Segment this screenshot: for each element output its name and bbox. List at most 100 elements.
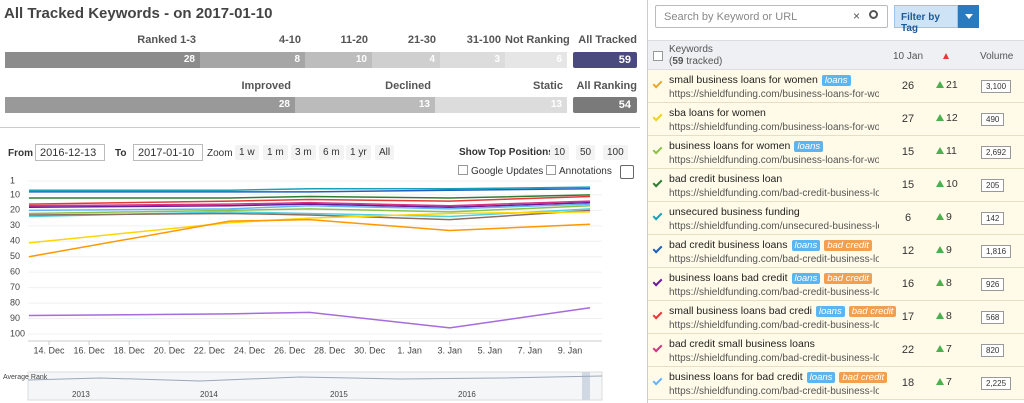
- check-icon[interactable]: [652, 309, 663, 320]
- tag[interactable]: loans: [791, 240, 821, 251]
- segment-label: 21-30: [407, 34, 436, 46]
- filter-dropdown[interactable]: [958, 5, 979, 28]
- series-line: [28, 306, 591, 329]
- top-button[interactable]: 100: [603, 145, 628, 160]
- segment-value: 13: [295, 97, 435, 113]
- keyword-cell: small business loans for women loans: [669, 74, 851, 86]
- zoom-button[interactable]: 1 yr: [346, 145, 371, 160]
- select-all[interactable]: [653, 51, 663, 61]
- table-row[interactable]: business loans bad credit loans bad credit…: [648, 268, 1024, 301]
- menu-icon[interactable]: [620, 165, 634, 179]
- table-row[interactable]: sba loans for women https://shieldfunding…: [648, 103, 1024, 136]
- segment-value: 28: [5, 52, 200, 68]
- tag[interactable]: loans: [806, 372, 836, 383]
- keywords-header[interactable]: Keywords: [669, 44, 713, 55]
- rank: 27: [901, 113, 915, 125]
- table-row[interactable]: bad credit business loans loans bad credit…: [648, 235, 1024, 268]
- navigator-year: 2013: [72, 390, 90, 399]
- change-cell: 21: [936, 79, 958, 91]
- tag[interactable]: bad credit: [839, 372, 888, 383]
- check-icon[interactable]: [652, 177, 663, 188]
- segment-label: 11-20: [340, 34, 368, 46]
- clear-icon[interactable]: ×: [853, 9, 861, 23]
- zoom-button[interactable]: 6 m: [319, 145, 344, 160]
- segment-label: 31-100: [466, 34, 501, 46]
- check-icon[interactable]: [652, 78, 663, 89]
- check-icon[interactable]: [652, 342, 663, 353]
- table-row[interactable]: bad credit business loan https://shieldfu…: [648, 169, 1024, 202]
- box[interactable]: [458, 165, 468, 175]
- tracked-count: (59 tracked): [669, 56, 722, 67]
- checkbox-label: Annotations: [559, 166, 612, 177]
- y-tick-label: 50: [10, 251, 20, 261]
- checkbox[interactable]: Google Updates: [458, 165, 543, 177]
- from-input[interactable]: 2016-12-13: [35, 144, 105, 161]
- search-icon[interactable]: [869, 10, 878, 19]
- table-row[interactable]: small business loans for women loans https…: [648, 70, 1024, 103]
- up-arrow: [936, 213, 944, 220]
- filter-button[interactable]: Filter by Tag: [894, 5, 958, 34]
- zoom-button[interactable]: 1 w: [235, 145, 259, 160]
- tag[interactable]: loans: [821, 75, 851, 86]
- search-input[interactable]: Search by Keyword or URL: [655, 5, 888, 28]
- change: 11: [946, 145, 957, 157]
- rank: 17: [901, 311, 915, 323]
- right-panel: Search by Keyword or URL × Filter by Tag…: [647, 0, 1024, 403]
- check-icon[interactable]: [652, 210, 663, 221]
- volume-header[interactable]: Volume: [980, 51, 1014, 62]
- zoom-button[interactable]: All: [375, 145, 395, 160]
- zoom-button[interactable]: 1 m: [263, 145, 288, 160]
- total-value: 54: [573, 97, 637, 113]
- tag[interactable]: bad credit: [848, 306, 897, 317]
- box[interactable]: [546, 165, 556, 175]
- count: 59: [672, 56, 684, 67]
- x-tick-label: 22. Dec: [194, 345, 226, 355]
- navigator-window: [582, 372, 590, 400]
- zoom-button[interactable]: 3 m: [291, 145, 316, 160]
- keyword-cell: business loans for women loans: [669, 140, 824, 152]
- keyword: bad credit small business loans: [669, 338, 815, 350]
- up-arrow: [936, 279, 944, 286]
- x-tick-label: 30. Dec: [354, 345, 386, 355]
- tag[interactable]: bad credit: [824, 273, 872, 284]
- check-icon[interactable]: [652, 243, 663, 254]
- navigator: [27, 371, 603, 401]
- top-button[interactable]: 50: [576, 145, 596, 160]
- table-row[interactable]: bad credit small business loans https://s…: [648, 334, 1024, 367]
- x-tick-label: 3. Jan: [438, 345, 463, 355]
- url: https://shieldfunding.com/bad-credit-bus…: [669, 188, 879, 199]
- checkbox[interactable]: Annotations: [546, 165, 612, 177]
- x-tick-label: 5. Jan: [478, 345, 503, 355]
- change: 10: [946, 178, 958, 190]
- table-row[interactable]: unsecured business funding https://shield…: [648, 202, 1024, 235]
- total-label: All Tracked: [578, 34, 637, 46]
- series-line: [28, 195, 591, 205]
- rank: 6: [904, 212, 912, 224]
- check-icon[interactable]: [652, 375, 663, 386]
- tag[interactable]: loans: [816, 306, 845, 317]
- change-cell: 9: [936, 211, 952, 223]
- tag[interactable]: loans: [791, 273, 821, 284]
- tag[interactable]: bad credit: [824, 240, 872, 251]
- date-header[interactable]: 10 Jan: [893, 51, 924, 62]
- table-row[interactable]: small business loans bad credi loans bad c…: [648, 301, 1024, 334]
- check-icon[interactable]: [652, 276, 663, 287]
- series-line: [28, 186, 591, 192]
- check-icon[interactable]: [652, 144, 663, 155]
- up-arrow: [936, 246, 944, 253]
- table-row[interactable]: business loans for bad credit loans bad cr…: [648, 367, 1024, 400]
- volume: 568: [981, 311, 1005, 324]
- tag[interactable]: loans: [794, 141, 824, 152]
- top-button[interactable]: 10: [550, 145, 570, 160]
- table-row[interactable]: business loans for women loans https://shi…: [648, 136, 1024, 169]
- segment-value: 4: [372, 52, 440, 68]
- volume: 142: [981, 212, 1005, 225]
- series-line: [28, 200, 591, 207]
- sort-icon[interactable]: [943, 53, 949, 59]
- check-icon[interactable]: [652, 111, 663, 122]
- keyword: bad credit business loan: [669, 173, 783, 185]
- y-tick-label: 80: [10, 297, 20, 307]
- navigator-label: Average Rank: [3, 374, 48, 381]
- to-input[interactable]: 2017-01-10: [133, 144, 203, 161]
- up-arrow: [936, 114, 944, 121]
